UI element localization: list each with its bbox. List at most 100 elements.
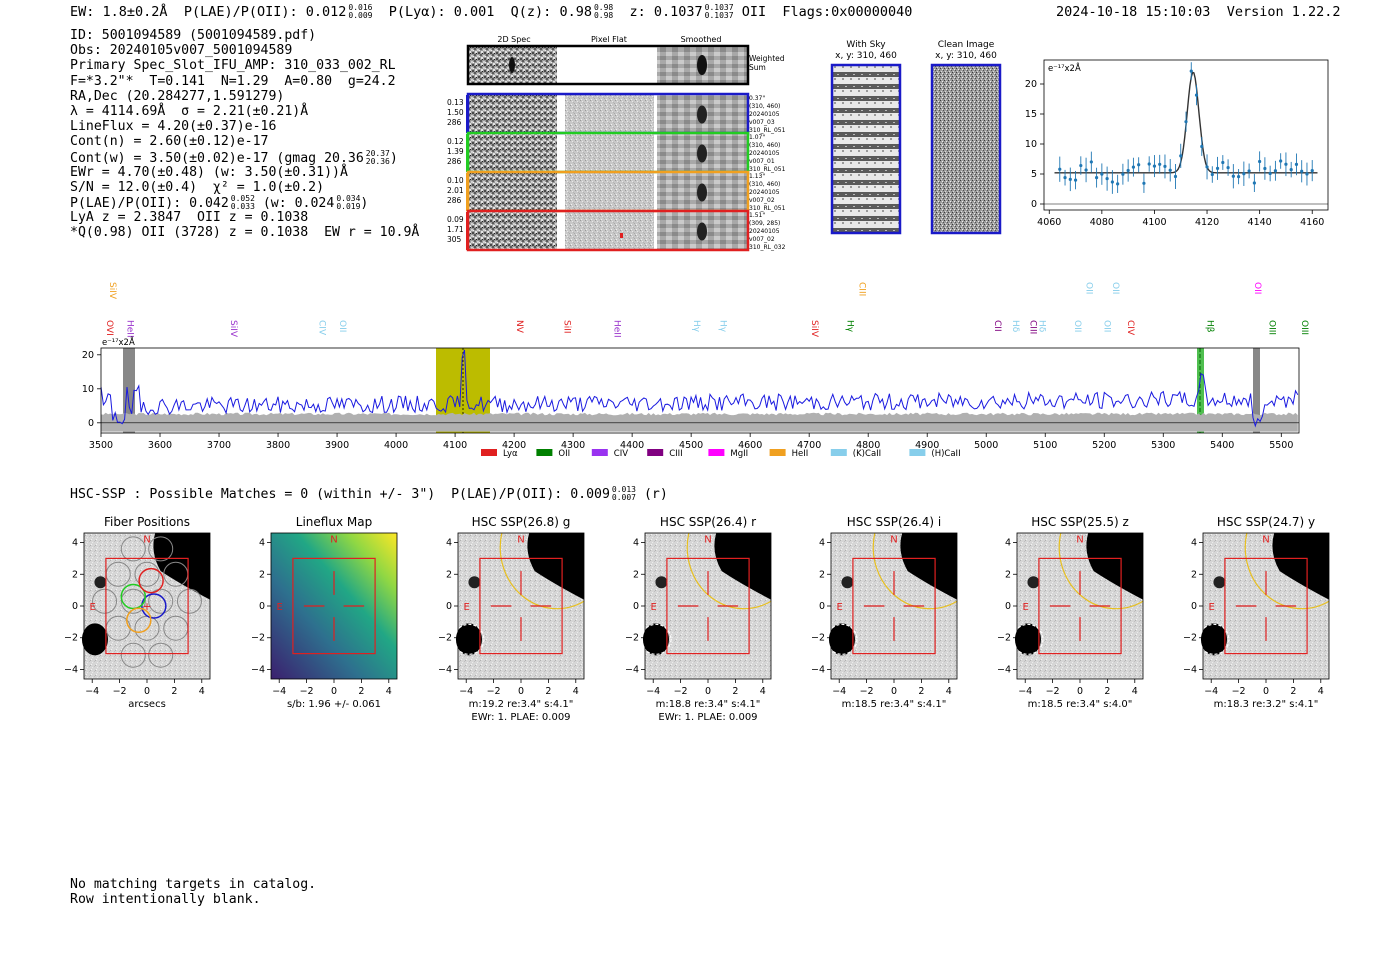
panel-xtick: −4: [646, 686, 660, 697]
line-label-lower: CIV: [1125, 320, 1135, 336]
panel-xtick: 4: [573, 686, 579, 697]
panel-ytick: −2: [997, 633, 1011, 644]
panel-ytick: 4: [446, 538, 452, 549]
cutout-right-label: 310_RL_051: [749, 166, 786, 173]
legend-swatch: [591, 449, 608, 456]
search-box: [292, 557, 376, 655]
cutout-2dspec: [469, 134, 557, 172]
legend-swatch: [769, 449, 786, 456]
cutout-right-label: (310, 460): [749, 181, 780, 188]
spectrum-unit-label: e⁻¹⁷x2Å: [102, 336, 135, 348]
north-label: N: [704, 535, 711, 546]
panel-xtick: 2: [358, 686, 364, 697]
zoom-ytick: 15: [1025, 109, 1037, 120]
line-label-lower: OII: [1072, 320, 1082, 332]
panel-ytick: 0: [72, 601, 78, 612]
panel-caption: EWr: 1. PLAE: 0.009: [471, 712, 570, 723]
spectrum-xtick: 3900: [325, 440, 349, 451]
fiber-circle: [92, 588, 118, 614]
info-q: *Q(0.98) OII (3728) z = 0.1038 EW r = 10…: [70, 225, 420, 241]
panel-xtick: 4: [760, 686, 766, 697]
zoom-point: [1137, 163, 1141, 167]
emission-line-labels: SiIV CIII OII OII OII OVI HeII SiIV CIV OII NV SiII…: [104, 282, 1309, 338]
footer-line-2: Row intentionally blank.: [70, 892, 261, 907]
svg-text:Sum: Sum: [749, 63, 766, 72]
zoom-point: [1094, 176, 1099, 180]
info-contn: Cont(n) = 2.60(±0.12)e-17: [70, 134, 269, 150]
info-radec: RA,Dec (20.284277,1.591279): [70, 88, 285, 104]
spectrum-cutouts: 2D Spec Pixel Flat Smoothed Weighted Sum…: [447, 35, 786, 252]
legend-label: CIV: [614, 449, 628, 459]
zoom-ticks: 4060 4080 4100 4120 4140 4160 0 5 10 15 20: [1025, 79, 1324, 228]
aperture-ellipse: [1058, 532, 1144, 610]
zoom-point: [1258, 159, 1262, 164]
panel-xtick: 0: [1263, 686, 1269, 697]
panel-ytick: 0: [446, 601, 452, 612]
east-label: E: [276, 602, 282, 613]
zoom-point: [1194, 93, 1199, 97]
panel-ytick: 2: [633, 569, 639, 580]
zoom-point: [1116, 182, 1120, 186]
zoom-point: [1263, 166, 1267, 171]
cutout-right-label: v007_02: [749, 197, 775, 204]
zoom-point: [1152, 164, 1157, 168]
plae-value: P(LAE)/P(OII): 0.012: [183, 4, 347, 20]
zoom-point: [1279, 159, 1283, 163]
line-label-lower: Hγ: [845, 320, 855, 333]
zoom-line-plot: e⁻¹⁷x2Å 4060 4080 4100 4120 4140 4160 0 5 10 15 20: [1025, 59, 1329, 228]
zoom-point: [1294, 162, 1299, 166]
zoom-point: [1289, 168, 1293, 172]
panel-ytick: 0: [819, 601, 825, 612]
panel-xtick: 2: [918, 686, 924, 697]
spectrum-xtick: 4900: [915, 440, 939, 451]
panel-xtick: 4: [1318, 686, 1324, 697]
panel-xtick: 4: [1132, 686, 1138, 697]
footer-line-1: No matching targets in catalog.: [70, 877, 317, 892]
summary-line: EW: 1.8±0.2Å P(LAE)/P(OII): 0.012 0.016 0.…: [70, 3, 913, 21]
panel-ytick: 2: [1005, 569, 1011, 580]
cutout-left-label: 286: [447, 157, 462, 166]
info-id: ID: 5001094589 (5001094589.pdf): [70, 28, 317, 43]
cutout-left-label: 305: [447, 235, 462, 244]
zoom-ytick: 0: [1031, 199, 1037, 210]
panel-xtick: 0: [518, 686, 524, 697]
line-label-upper: SiIV: [107, 282, 117, 300]
zoom-unit-label: e⁻¹⁷x2Å: [1048, 62, 1081, 74]
panel-title: HSC SSP(25.5) z: [1031, 515, 1129, 529]
cutout-2dspec: [469, 95, 557, 133]
search-box: [666, 557, 750, 655]
legend-swatch: [708, 449, 725, 456]
zoom-point: [1210, 172, 1214, 177]
fiber-circle: [134, 561, 160, 587]
legend-label: (H)CaII: [931, 449, 960, 459]
search-box: [1038, 557, 1122, 655]
zoom-ytick: 5: [1031, 169, 1037, 180]
aperture-ellipse: [872, 532, 958, 610]
line-label-lower: Hβ: [1205, 320, 1215, 333]
cutout-header-smoothed: Smoothed: [681, 35, 722, 44]
panel-ytick: −4: [997, 664, 1011, 675]
hsc-header: HSC-SSP : Possible Matches = 0 (within +…: [70, 485, 668, 503]
panel-xtick: −4: [272, 686, 286, 697]
zoom-point: [1079, 163, 1083, 168]
hsc-panel: N E HSC SSP(26.8) g −4 −2 0 2 4 4 2 0 −2 −4 m:19.2 re…: [438, 515, 585, 723]
zoom-point: [1205, 165, 1209, 169]
panel-xtick: −4: [832, 686, 846, 697]
legend-swatch: [830, 449, 847, 456]
search-box: [479, 557, 563, 655]
panel-xtick: −2: [1046, 686, 1060, 697]
zoom-ytick: 20: [1025, 79, 1037, 90]
panel-xtick: 2: [545, 686, 551, 697]
panel-ytick: 0: [1005, 601, 1011, 612]
timestamp-version: 2024-10-18 15:10:03 Version 1.22.2: [1056, 4, 1341, 20]
panel-ytick: −2: [625, 633, 639, 644]
info-sn: S/N = 12.0(±0.4) χ² = 1.0(±0.2): [70, 179, 325, 195]
line-label-lower: SiII: [561, 320, 571, 334]
panel-xtick: 2: [732, 686, 738, 697]
zoom-point: [1089, 160, 1093, 164]
panel-xtick: −2: [674, 686, 688, 697]
line-label-upper: OII: [1084, 282, 1094, 294]
panel-caption: EWr: 1. PLAE: 0.009: [658, 712, 757, 723]
with-sky-image: [830, 63, 902, 235]
panel-xtick: 0: [331, 686, 337, 697]
